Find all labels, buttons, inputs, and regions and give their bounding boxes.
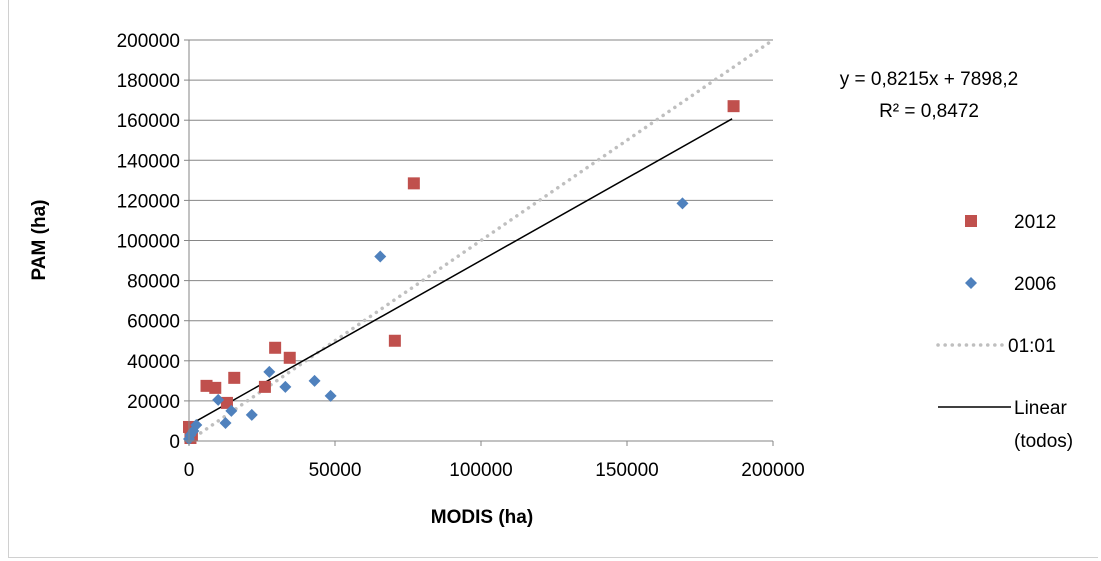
legend-marker-2012	[965, 215, 977, 227]
y-tick-label: 60000	[127, 312, 180, 333]
x-tick-label: 0	[184, 460, 195, 481]
point-2012	[269, 341, 282, 354]
point-2012	[209, 381, 222, 394]
point-2006	[279, 380, 292, 393]
point-2006	[308, 374, 321, 387]
point-2006	[324, 389, 337, 402]
x-tick-label: 200000	[741, 460, 804, 481]
legend-marker-2006	[965, 277, 977, 289]
y-tick-label: 160000	[117, 111, 180, 132]
point-2012	[228, 371, 241, 384]
point-2006	[225, 404, 238, 417]
point-2006	[190, 418, 203, 431]
legend: 2012 2006 01:01 Linear (todos)	[936, 212, 1073, 452]
reference-line-1to1	[187, 38, 775, 443]
point-2006	[212, 393, 225, 406]
point-2006	[374, 250, 387, 263]
x-tick-label: 150000	[595, 460, 658, 481]
point-2006	[245, 408, 258, 421]
reference-line-group	[187, 38, 775, 443]
y-tick-label: 200000	[117, 31, 180, 52]
point-2012	[388, 334, 401, 347]
data-points	[183, 100, 740, 445]
y-axis-title: PAM (ha)	[29, 200, 50, 281]
point-2006	[263, 365, 276, 378]
y-tick-label: 20000	[127, 392, 180, 413]
trendline-r2: R² = 0,8472	[879, 101, 979, 122]
point-2012	[407, 177, 420, 190]
legend-label-1to1: 01:01	[1008, 336, 1056, 357]
y-tick-label: 0	[169, 432, 180, 453]
y-tick-label: 120000	[117, 191, 180, 212]
y-tick-label: 40000	[127, 352, 180, 373]
y-tick-label: 100000	[117, 232, 180, 253]
point-2006	[676, 197, 689, 210]
tick-labels: 0 20000 40000 60000 80000 100000 120000 140000 1…	[117, 31, 805, 481]
x-tick-label: 100000	[449, 460, 512, 481]
legend-label-linear-2: (todos)	[1014, 431, 1073, 452]
legend-label-linear: Linear	[1014, 398, 1067, 419]
x-tick-label: 50000	[309, 460, 362, 481]
y-tick-label: 180000	[117, 71, 180, 92]
trendline-equation: y = 0,8215x + 7898,2	[840, 69, 1019, 90]
point-2012	[283, 351, 296, 364]
legend-label-2012: 2012	[1014, 212, 1056, 233]
point-2006	[219, 416, 232, 429]
trendline-group	[188, 118, 733, 426]
point-2012	[258, 380, 271, 393]
y-tick-label: 80000	[127, 272, 180, 293]
chart-area	[8, 0, 1098, 558]
axes	[184, 39, 774, 446]
legend-label-2006: 2006	[1014, 274, 1056, 295]
y-tick-label: 140000	[117, 151, 180, 172]
x-axis-title: MODIS (ha)	[431, 507, 533, 528]
trendline	[188, 118, 733, 426]
point-2012	[727, 100, 740, 113]
